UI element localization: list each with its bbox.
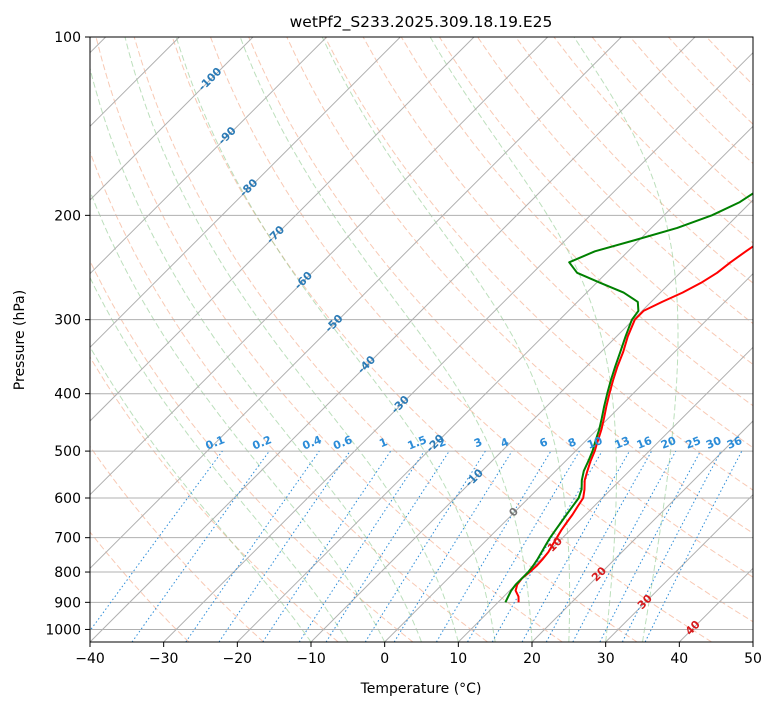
y-tick-label: 300 [54, 313, 81, 329]
y-tick-label: 1000 [45, 622, 81, 638]
y-axis-label: Pressure (hPa) [12, 290, 28, 390]
chart-title: wetPf2_S233.2025.309.18.19.E25 [290, 13, 553, 32]
y-tick-label: 100 [54, 30, 81, 46]
x-tick-label: 10 [449, 651, 467, 667]
x-tick-label: −20 [223, 651, 253, 667]
x-tick-label: −10 [296, 651, 326, 667]
x-tick-label: 20 [523, 651, 541, 667]
y-tick-label: 800 [54, 565, 81, 581]
x-tick-label: 30 [597, 651, 615, 667]
plot-area [90, 37, 753, 642]
x-tick-label: −40 [75, 651, 105, 667]
y-tick-label: 600 [54, 491, 81, 507]
y-tick-label: 700 [54, 531, 81, 547]
x-tick-label: 50 [744, 651, 762, 667]
y-tick-label: 200 [54, 208, 81, 224]
x-axis-label: Temperature (°C) [360, 681, 482, 697]
y-tick-label: 500 [54, 444, 81, 460]
y-tick-label: 900 [54, 595, 81, 611]
x-tick-label: 0 [380, 651, 389, 667]
y-tick-label: 400 [54, 387, 81, 403]
x-tick-label: 40 [670, 651, 688, 667]
x-tick-label: −30 [149, 651, 179, 667]
